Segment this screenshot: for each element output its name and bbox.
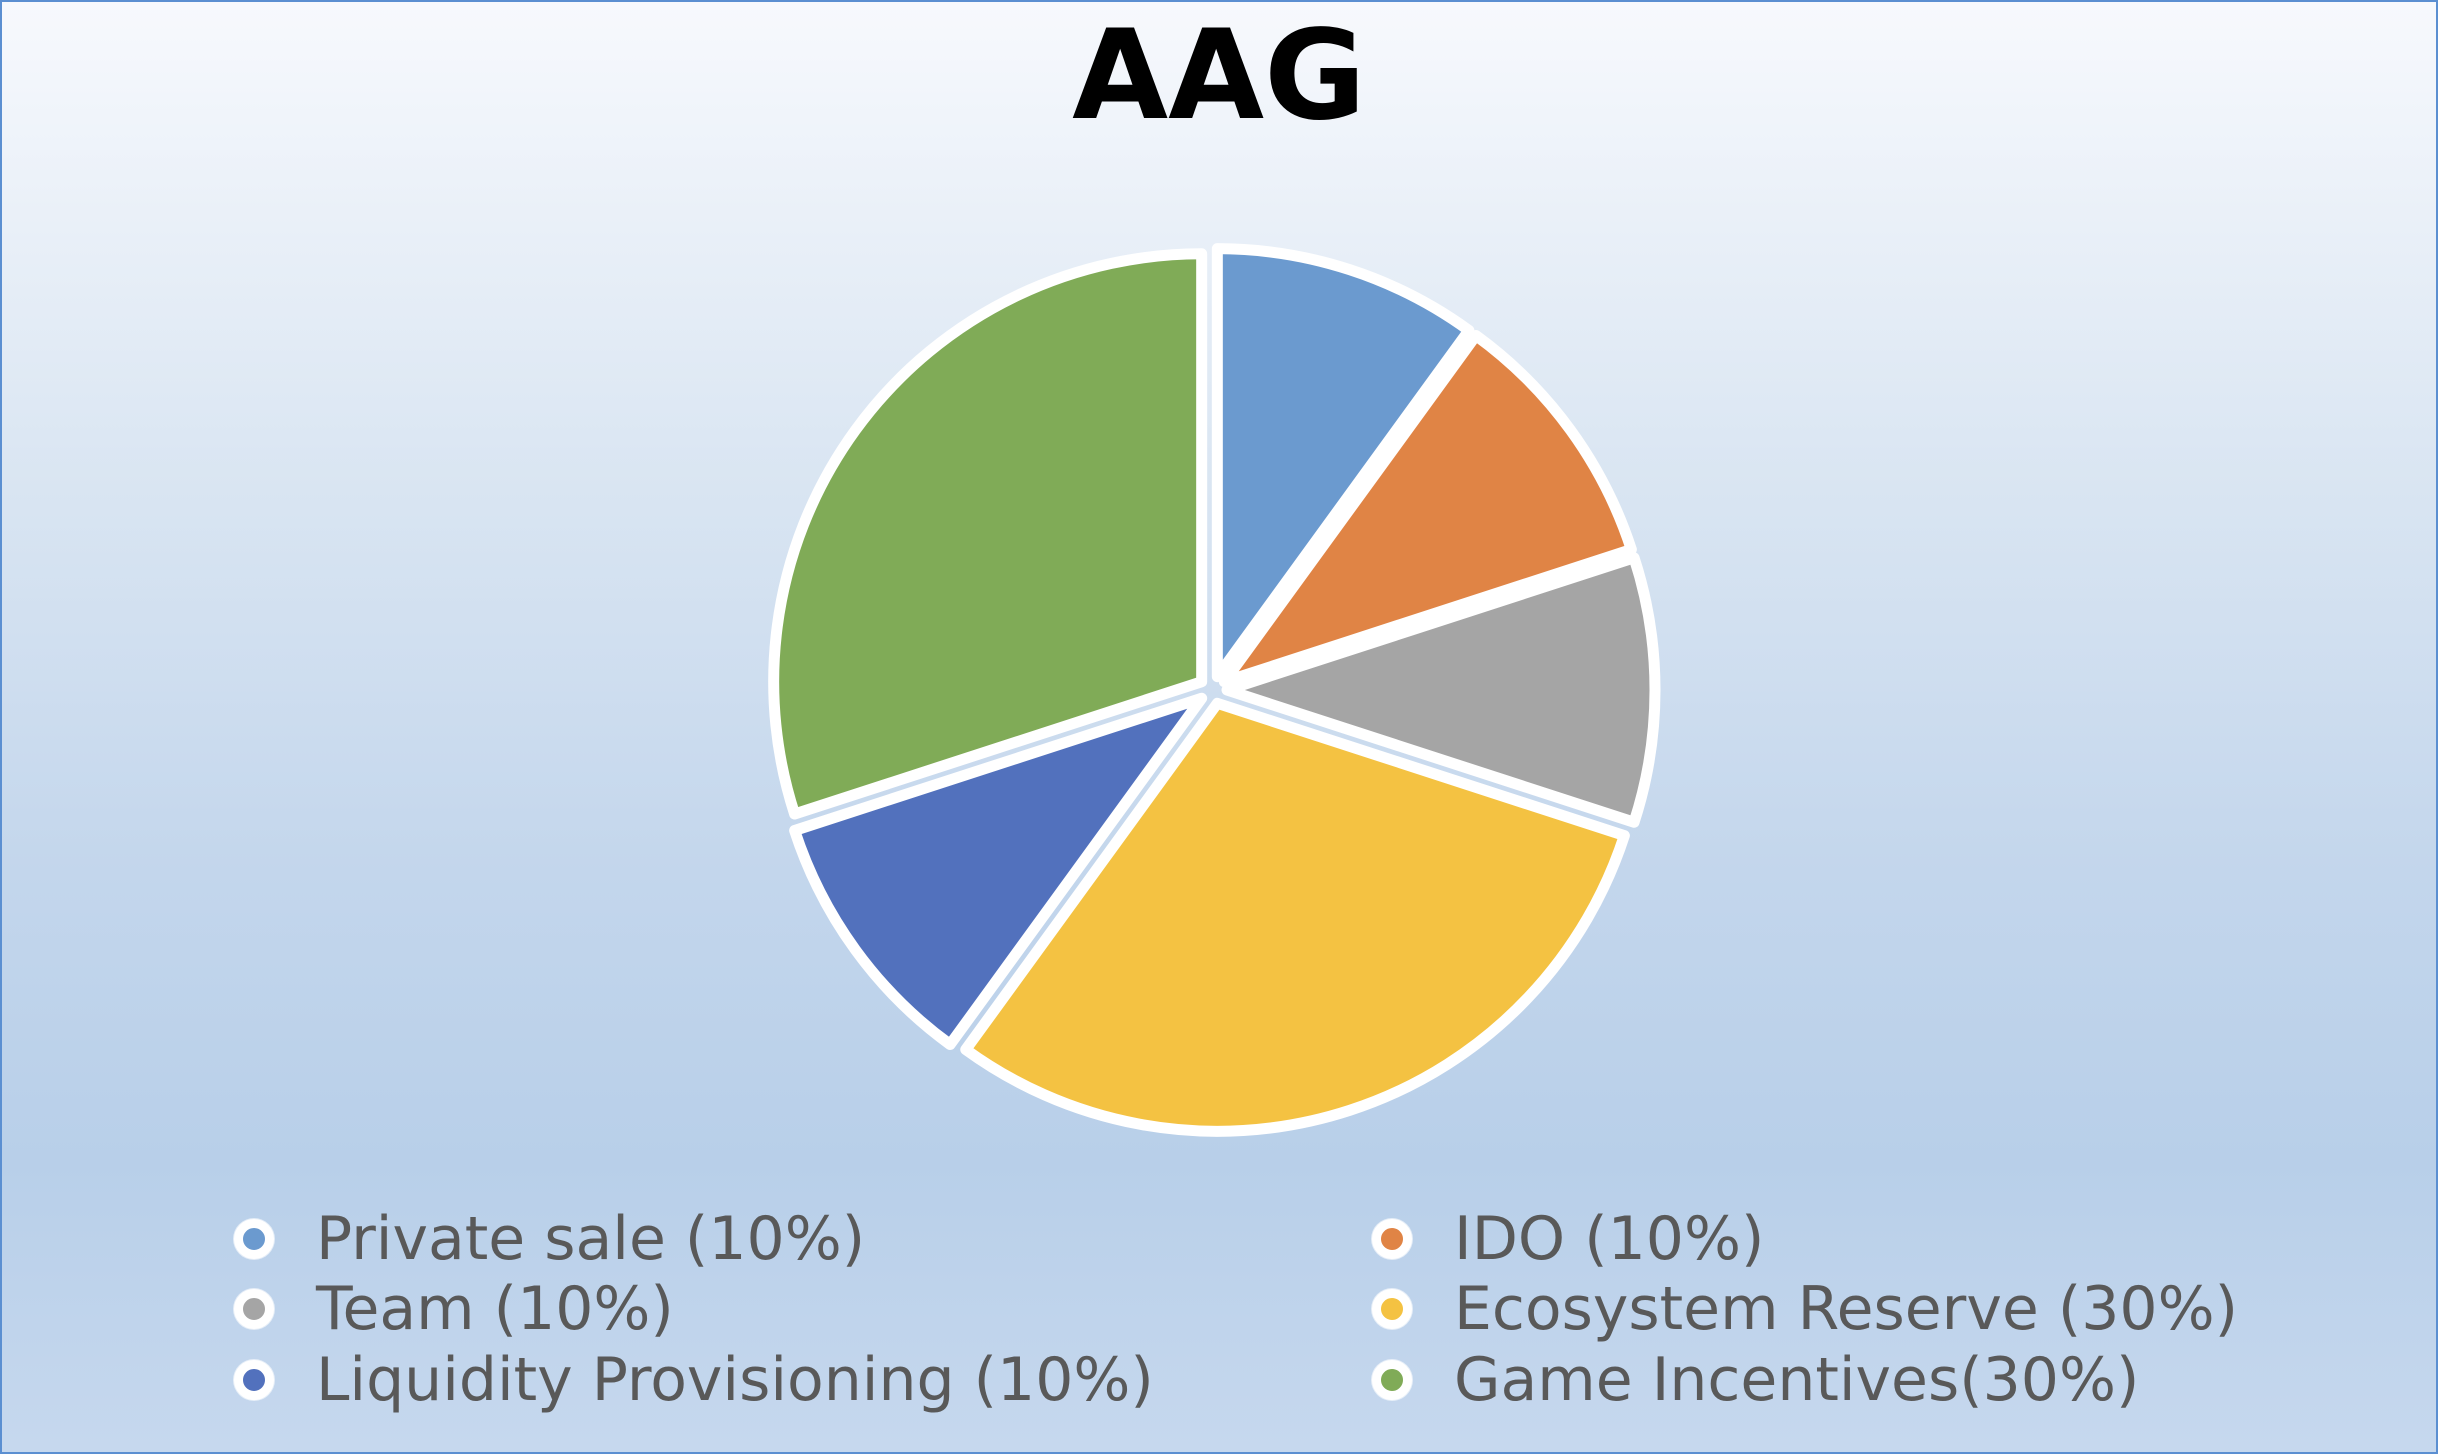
legend-label: Ecosystem Reserve (30%) [1454,1274,2239,1344]
pie-slice-4 [960,697,1630,1137]
legend-label: Team (10%) [316,1274,674,1344]
pie-slice-1 [1211,243,1475,683]
legend-marker-icon [234,1360,274,1400]
pie-slice-2 [1218,330,1637,688]
legend-label: Liquidity Provisioning (10%) [316,1345,1154,1415]
chart-title: AAG [1072,4,1366,148]
pie-slice-6 [768,248,1208,820]
legend-marker-icon [1372,1360,1412,1400]
legend-label: Game Incentives(30%) [1454,1345,2140,1415]
legend-marker-icon [1372,1219,1412,1259]
legend-label: IDO (10%) [1454,1204,1765,1274]
legend-item: IDO (10%) [1372,1204,1764,1274]
legend-item: Ecosystem Reserve (30%) [1372,1274,2238,1344]
legend-marker-icon [234,1289,274,1329]
legend-item: Private sale (10%) [234,1204,865,1274]
legend-item: Game Incentives(30%) [1372,1345,2139,1415]
pie-slice-3 [1221,552,1661,828]
legend-label: Private sale (10%) [316,1204,866,1274]
legend-item: Liquidity Provisioning (10%) [234,1345,1154,1415]
legend-marker-icon [234,1219,274,1259]
pie-slice-5 [789,692,1208,1050]
legend-marker-icon [1372,1289,1412,1329]
legend-item: Team (10%) [234,1274,674,1344]
